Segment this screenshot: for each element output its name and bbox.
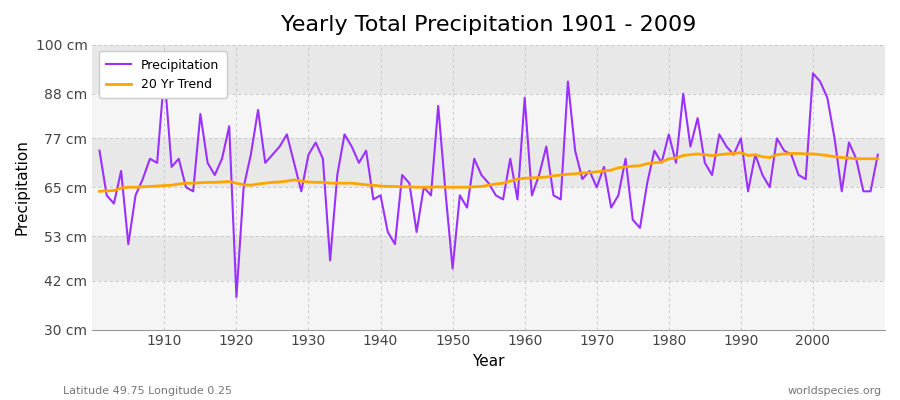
20 Yr Trend <box>152 184 163 188</box>
Bar <box>93 94 885 138</box>
20 Yr Trend <box>519 176 530 181</box>
20 Yr Trend <box>354 182 364 186</box>
Legend: Precipitation, 20 Yr Trend: Precipitation, 20 Yr Trend <box>98 51 227 98</box>
Line: 20 Yr Trend: 20 Yr Trend <box>100 153 878 191</box>
Precipitation <box>620 156 631 161</box>
Precipitation <box>159 71 170 76</box>
Bar <box>93 138 885 187</box>
Precipitation <box>872 152 883 157</box>
20 Yr Trend <box>735 150 746 155</box>
20 Yr Trend <box>94 189 105 194</box>
Precipitation <box>534 173 544 178</box>
Text: worldspecies.org: worldspecies.org <box>788 386 882 396</box>
Precipitation <box>368 197 379 202</box>
Bar <box>93 187 885 236</box>
Text: Latitude 49.75 Longitude 0.25: Latitude 49.75 Longitude 0.25 <box>63 386 232 396</box>
Title: Yearly Total Precipitation 1901 - 2009: Yearly Total Precipitation 1901 - 2009 <box>281 15 697 35</box>
Precipitation <box>231 295 242 300</box>
Line: Precipitation: Precipitation <box>100 73 878 297</box>
Precipitation <box>94 148 105 153</box>
Precipitation <box>526 193 537 198</box>
Bar <box>93 236 885 281</box>
Bar <box>93 281 885 330</box>
Bar <box>93 45 885 94</box>
20 Yr Trend <box>872 156 883 161</box>
20 Yr Trend <box>512 177 523 182</box>
20 Yr Trend <box>606 168 616 172</box>
X-axis label: Year: Year <box>472 354 505 369</box>
Precipitation <box>325 258 336 263</box>
20 Yr Trend <box>310 180 321 185</box>
Y-axis label: Precipitation: Precipitation <box>15 139 30 235</box>
Precipitation <box>152 160 163 165</box>
